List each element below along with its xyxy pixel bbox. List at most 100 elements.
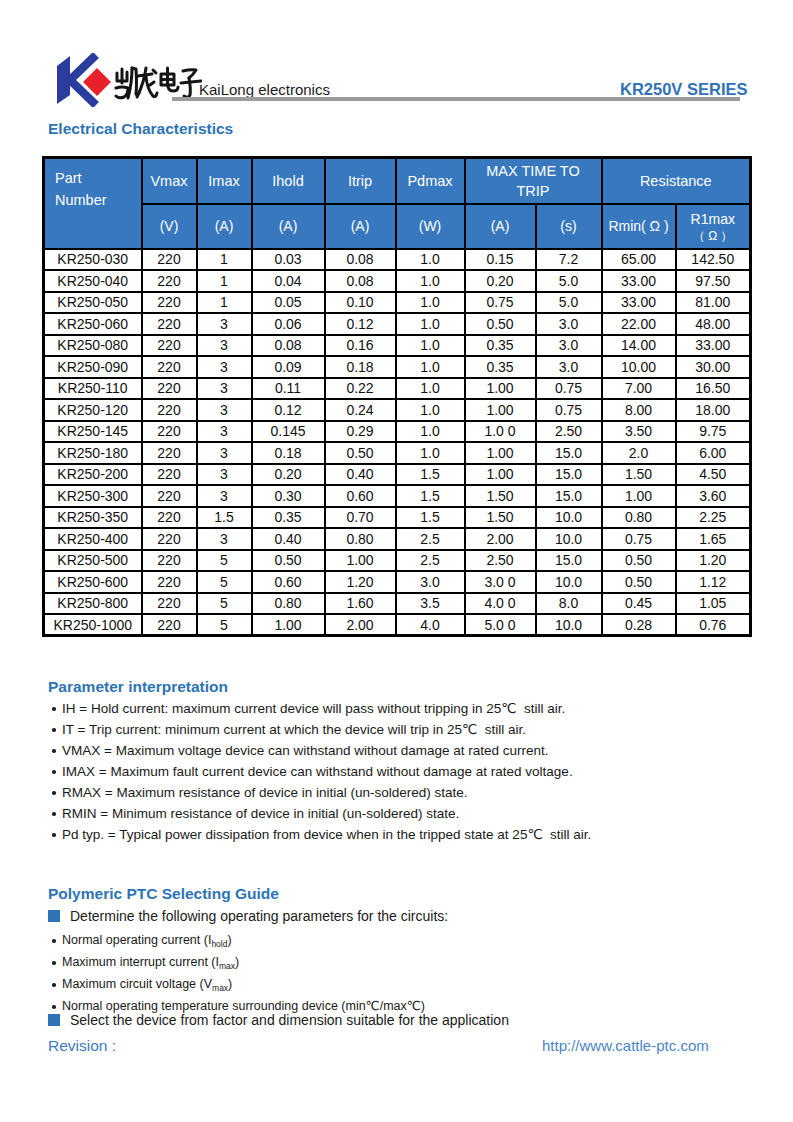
table-cell: 7.00 <box>602 378 676 400</box>
table-cell: 220 <box>142 485 197 507</box>
table-cell: 1.0 <box>396 335 465 357</box>
table-cell: 1.00 <box>465 399 536 421</box>
table-cell: 220 <box>142 249 197 271</box>
unit-s: (s) <box>536 204 602 249</box>
table-cell: 10.00 <box>602 356 676 378</box>
table-cell: 3.50 <box>602 421 676 443</box>
table-cell: 0.80 <box>252 593 325 615</box>
header-rule <box>172 97 740 101</box>
section-electrical-title: Electrical Characteristics <box>48 120 233 138</box>
table-cell: 1.0 <box>396 270 465 292</box>
table-cell: 3 <box>197 313 252 335</box>
table-cell: 2.00 <box>465 528 536 550</box>
table-cell: 0.15 <box>465 249 536 271</box>
guide-sublist: Normal operating current (Ihold)Maximum … <box>48 930 648 1017</box>
col-header-ihold: Ihold <box>252 158 325 204</box>
company-name: KaiLong electronics <box>199 81 330 98</box>
table-row: KR250-05022010.050.101.00.755.033.0081.0… <box>44 292 751 314</box>
guide-subitem: Normal operating current (Ihold) <box>48 930 648 952</box>
table-cell: 14.00 <box>602 335 676 357</box>
table-cell: 0.35 <box>465 335 536 357</box>
table-cell: 5.0 0 <box>465 614 536 636</box>
table-cell: 220 <box>142 270 197 292</box>
table-cell: 0.30 <box>252 485 325 507</box>
table-row: KR250-40022030.400.802.52.0010.00.751.65 <box>44 528 751 550</box>
table-cell: KR250-030 <box>44 249 142 271</box>
table-cell: 2.5 <box>396 528 465 550</box>
table-row: KR250-04022010.040.081.00.205.033.0097.5… <box>44 270 751 292</box>
table-row: KR250-06022030.060.121.00.503.022.0048.0… <box>44 313 751 335</box>
table-row: KR250-50022050.501.002.52.5015.00.501.20 <box>44 550 751 572</box>
table-cell: 0.45 <box>602 593 676 615</box>
table-cell: 1.00 <box>602 485 676 507</box>
table-cell: 1.50 <box>465 485 536 507</box>
table-cell: 142.50 <box>676 249 751 271</box>
table-body: KR250-03022010.030.081.00.157.265.00142.… <box>44 249 751 636</box>
table-cell: 5 <box>197 550 252 572</box>
table-cell: KR250-1000 <box>44 614 142 636</box>
table-cell: 6.00 <box>676 442 751 464</box>
table-cell: 4.50 <box>676 464 751 486</box>
table-cell: 2.00 <box>325 614 396 636</box>
unit-v: (V) <box>142 204 197 249</box>
table-cell: 0.11 <box>252 378 325 400</box>
table-cell: 5.0 <box>536 270 602 292</box>
table-cell: 0.18 <box>252 442 325 464</box>
table-cell: 0.35 <box>465 356 536 378</box>
parameter-item: IH = Hold current: maximum current devic… <box>48 698 748 719</box>
unit-a3: (A) <box>325 204 396 249</box>
table-cell: 18.00 <box>676 399 751 421</box>
table-cell: 10.0 <box>536 507 602 529</box>
website-url[interactable]: http://www.cattle-ptc.com <box>542 1037 709 1054</box>
table-cell: 5 <box>197 614 252 636</box>
table-cell: 5 <box>197 593 252 615</box>
table-cell: 220 <box>142 313 197 335</box>
table-cell: 220 <box>142 593 197 615</box>
table-cell: KR250-600 <box>44 571 142 593</box>
table-cell: 220 <box>142 442 197 464</box>
table-cell: 0.80 <box>602 507 676 529</box>
table-cell: 0.22 <box>325 378 396 400</box>
table-cell: 1.50 <box>465 507 536 529</box>
table-cell: 5.0 <box>536 292 602 314</box>
col-header-pdmax: Pdmax <box>396 158 465 204</box>
table-row: KR250-18022030.180.501.01.0015.02.06.00 <box>44 442 751 464</box>
col-header-itrip: Itrip <box>325 158 396 204</box>
table-cell: 0.145 <box>252 421 325 443</box>
logo-k-icon <box>57 53 113 107</box>
table-cell: 1 <box>197 249 252 271</box>
table-row: KR250-03022010.030.081.00.157.265.00142.… <box>44 249 751 271</box>
table-row: KR250-09022030.090.181.00.353.010.0030.0… <box>44 356 751 378</box>
table-cell: 15.0 <box>536 485 602 507</box>
table-cell: 1.60 <box>325 593 396 615</box>
table-cell: 2.50 <box>536 421 602 443</box>
table-cell: 1.0 <box>396 421 465 443</box>
table-cell: 0.60 <box>325 485 396 507</box>
square-bullet-icon <box>48 1014 60 1026</box>
table-cell: 33.00 <box>602 270 676 292</box>
table-cell: 0.28 <box>602 614 676 636</box>
table-cell: 7.2 <box>536 249 602 271</box>
table-cell: 2.0 <box>602 442 676 464</box>
parameter-list: IH = Hold current: maximum current devic… <box>48 698 748 845</box>
table-cell: 3 <box>197 421 252 443</box>
table-cell: 48.00 <box>676 313 751 335</box>
table-cell: 0.12 <box>252 399 325 421</box>
table-cell: 0.35 <box>252 507 325 529</box>
table-cell: 1.50 <box>602 464 676 486</box>
table-cell: 0.20 <box>252 464 325 486</box>
section-parameter-title: Parameter interpretation <box>48 678 228 696</box>
table-cell: 3 <box>197 485 252 507</box>
table-cell: 1.5 <box>396 485 465 507</box>
table-cell: 220 <box>142 464 197 486</box>
table-cell: KR250-800 <box>44 593 142 615</box>
table-cell: 1.00 <box>465 442 536 464</box>
table-cell: 8.0 <box>536 593 602 615</box>
table-cell: 1 <box>197 292 252 314</box>
col-header-imax: Imax <box>197 158 252 204</box>
parameter-item: IMAX = Maximum fault current device can … <box>48 761 748 782</box>
table-row: KR250-14522030.1450.291.01.0 02.503.509.… <box>44 421 751 443</box>
table-cell: 0.75 <box>465 292 536 314</box>
table-cell: 0.75 <box>536 378 602 400</box>
table-cell: KR250-200 <box>44 464 142 486</box>
